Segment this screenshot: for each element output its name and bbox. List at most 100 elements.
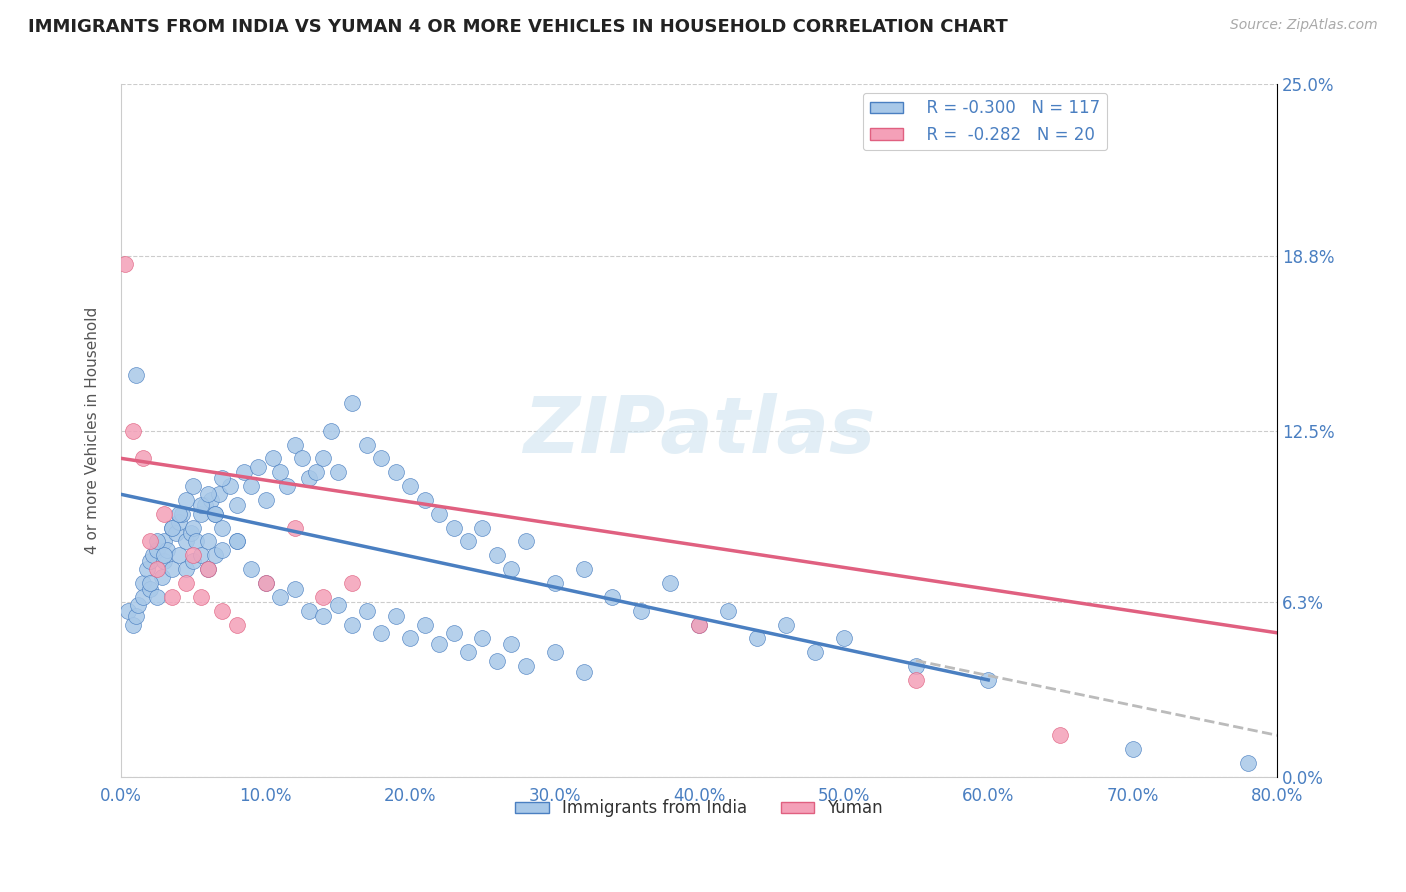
Point <box>132 451 155 466</box>
Point <box>233 465 256 479</box>
Point <box>977 673 1000 687</box>
Point <box>832 632 855 646</box>
Point <box>167 507 190 521</box>
Point <box>413 492 436 507</box>
Point <box>136 562 159 576</box>
Point <box>124 368 146 383</box>
Point <box>312 609 335 624</box>
Point <box>127 598 149 612</box>
Legend: Immigrants from India, Yuman: Immigrants from India, Yuman <box>509 793 890 824</box>
Point <box>370 625 392 640</box>
Point <box>218 479 240 493</box>
Point <box>211 471 233 485</box>
Point <box>204 507 226 521</box>
Point <box>717 604 740 618</box>
Point <box>146 542 169 557</box>
Point <box>312 451 335 466</box>
Point <box>225 534 247 549</box>
Point <box>342 576 364 591</box>
Point <box>167 515 190 529</box>
Point <box>153 507 176 521</box>
Point <box>485 549 508 563</box>
Point <box>602 590 624 604</box>
Point <box>132 576 155 591</box>
Point <box>485 654 508 668</box>
Point <box>804 645 827 659</box>
Point <box>153 549 176 563</box>
Point <box>190 499 212 513</box>
Point <box>121 617 143 632</box>
Point <box>190 549 212 563</box>
Point <box>312 590 335 604</box>
Point <box>153 554 176 568</box>
Point <box>146 562 169 576</box>
Point <box>183 549 205 563</box>
Point <box>326 598 349 612</box>
Point <box>342 396 364 410</box>
Point <box>124 609 146 624</box>
Point <box>211 604 233 618</box>
Point <box>139 582 162 596</box>
Point <box>745 632 768 646</box>
Point <box>305 465 328 479</box>
Point <box>1049 728 1071 742</box>
Y-axis label: 4 or more Vehicles in Household: 4 or more Vehicles in Household <box>86 307 100 554</box>
Point <box>356 604 378 618</box>
Point <box>1237 756 1260 770</box>
Point <box>471 632 494 646</box>
Point <box>194 499 217 513</box>
Point <box>174 492 197 507</box>
Point <box>254 576 277 591</box>
Point <box>208 487 231 501</box>
Point <box>572 562 595 576</box>
Point <box>225 617 247 632</box>
Point <box>572 665 595 679</box>
Point <box>183 554 205 568</box>
Point <box>443 520 465 534</box>
Point <box>160 562 183 576</box>
Point <box>142 549 165 563</box>
Point <box>291 451 314 466</box>
Point <box>156 542 179 557</box>
Point <box>225 534 247 549</box>
Point <box>262 451 284 466</box>
Point <box>174 562 197 576</box>
Point <box>167 549 190 563</box>
Point <box>356 437 378 451</box>
Point <box>179 526 201 541</box>
Point <box>197 562 219 576</box>
Point <box>471 520 494 534</box>
Point <box>174 576 197 591</box>
Point <box>319 424 342 438</box>
Point <box>904 673 927 687</box>
Point <box>225 499 247 513</box>
Point <box>659 576 682 591</box>
Point <box>688 617 710 632</box>
Point <box>342 617 364 632</box>
Text: Source: ZipAtlas.com: Source: ZipAtlas.com <box>1230 18 1378 32</box>
Point <box>160 520 183 534</box>
Point <box>160 520 183 534</box>
Point <box>384 465 406 479</box>
Point <box>121 424 143 438</box>
Point <box>688 617 710 632</box>
Point <box>443 625 465 640</box>
Point <box>139 534 162 549</box>
Point <box>399 479 422 493</box>
Point <box>146 534 169 549</box>
Point <box>630 604 652 618</box>
Point <box>544 645 567 659</box>
Point <box>283 582 305 596</box>
Point <box>150 570 173 584</box>
Point <box>139 576 162 591</box>
Point <box>399 632 422 646</box>
Point <box>298 471 321 485</box>
Point <box>283 437 305 451</box>
Point <box>269 590 291 604</box>
Point <box>117 604 139 618</box>
Point <box>240 479 263 493</box>
Text: ZIPatlas: ZIPatlas <box>523 392 876 468</box>
Point <box>170 507 193 521</box>
Point <box>165 526 187 541</box>
Point <box>132 590 155 604</box>
